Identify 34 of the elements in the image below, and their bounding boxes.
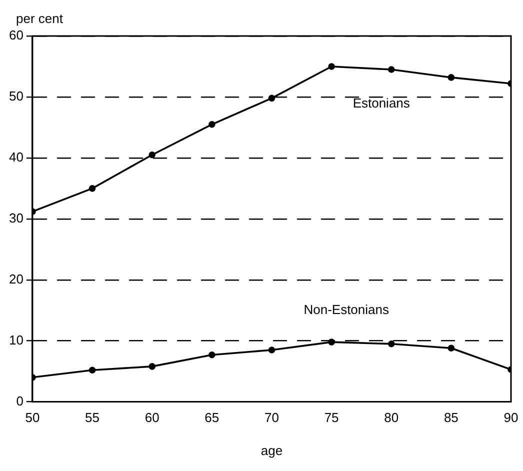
y-tick-label: 20 bbox=[8, 271, 24, 286]
x-axis-title: age bbox=[260, 442, 283, 458]
x-tick-label: 60 bbox=[144, 410, 160, 426]
point bbox=[88, 185, 96, 192]
series-label: Non-Estonians bbox=[304, 302, 390, 317]
x-tick-label: 55 bbox=[85, 410, 100, 426]
point bbox=[268, 94, 276, 102]
point bbox=[448, 74, 455, 81]
x-tick-label: 75 bbox=[324, 410, 339, 426]
series-label: Estonians bbox=[352, 96, 410, 111]
point bbox=[448, 344, 455, 352]
y-tick-label: 30 bbox=[8, 210, 24, 226]
point bbox=[388, 340, 395, 348]
point bbox=[148, 363, 156, 370]
y-axis-title: per cent bbox=[16, 11, 64, 26]
y-tick-label: 40 bbox=[8, 150, 24, 165]
x-tick-label: 65 bbox=[204, 410, 220, 426]
x-tick-label: 80 bbox=[384, 410, 399, 426]
point bbox=[148, 151, 156, 158]
point bbox=[268, 346, 276, 354]
point bbox=[328, 63, 335, 70]
x-tick-label: 50 bbox=[25, 410, 40, 426]
point bbox=[88, 366, 96, 374]
x-tick-label: 85 bbox=[444, 410, 458, 426]
y-tick-label: 0 bbox=[16, 393, 24, 408]
x-tick-label: 90 bbox=[504, 410, 518, 426]
point bbox=[208, 121, 216, 128]
y-tick-label: 50 bbox=[8, 88, 24, 104]
y-tick-label: 60 bbox=[8, 28, 24, 43]
y-tick-label: 10 bbox=[8, 332, 24, 348]
point bbox=[208, 351, 216, 358]
point bbox=[388, 66, 395, 73]
point bbox=[328, 338, 335, 346]
x-tick-label: 70 bbox=[264, 410, 279, 426]
